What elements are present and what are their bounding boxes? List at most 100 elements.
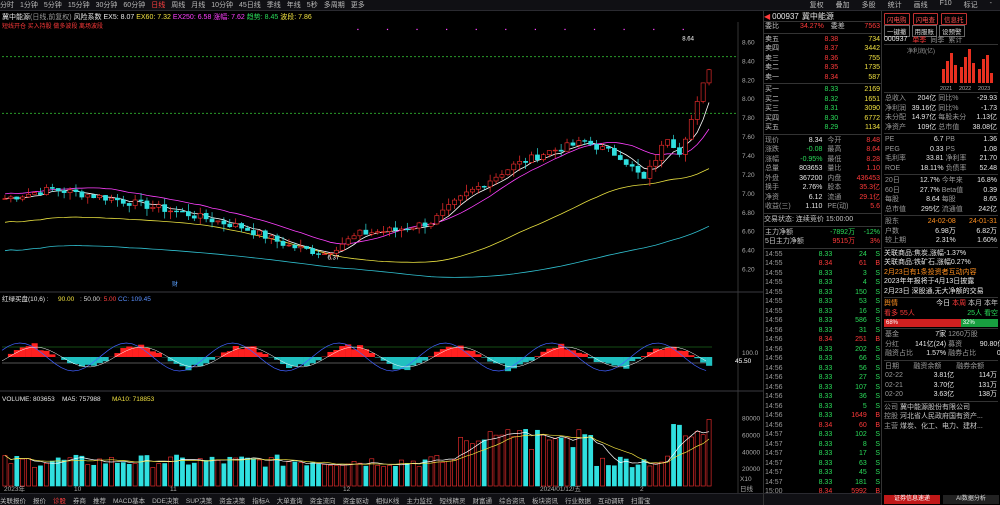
osc-bar xyxy=(694,357,701,359)
period-tab[interactable]: 15分钟 xyxy=(67,2,90,9)
news-item[interactable]: 关联商品:铁矿石,涨幅0.27% xyxy=(884,259,971,266)
period-tab[interactable]: 更多 xyxy=(350,2,365,9)
period-tab[interactable]: 10分钟 xyxy=(211,2,233,9)
candle-body xyxy=(168,210,173,213)
code-tab[interactable]: 同季 xyxy=(930,36,945,44)
code-tab[interactable]: 单季 xyxy=(912,36,927,44)
price-axis-label: 8.60 xyxy=(742,39,755,46)
toolbar-button[interactable]: 画线 xyxy=(913,2,928,9)
date-label: 2024/01/12/五 xyxy=(540,485,581,493)
bottom-tab[interactable]: 关联报价 xyxy=(0,497,26,505)
volume-bar xyxy=(168,456,173,487)
candle-body xyxy=(635,165,641,173)
news-list[interactable]: 关联商品:焦炭,涨幅-1.37% 关联商品:铁矿石,涨幅0.27% 2月23日有1条… xyxy=(884,249,998,297)
bottom-tab[interactable]: DDE决策 xyxy=(152,497,179,505)
tick-list[interactable]: 14:55 8.33 24 S 14:55 8.34 61 B 14:55 8.33 3 S 14:55… xyxy=(764,250,881,497)
osc-bar xyxy=(126,346,133,357)
period-tab[interactable]: 年线 xyxy=(286,2,301,9)
nav-prev-icon[interactable]: ◀ xyxy=(764,11,771,21)
period-tab[interactable]: 5分钟 xyxy=(43,2,62,9)
f10-action-button[interactable]: 设预警 xyxy=(939,25,965,37)
bottom-tab[interactable]: 短线精灵 xyxy=(439,497,466,505)
bottom-tab[interactable]: 行业数据 xyxy=(564,497,591,505)
bottom-tab[interactable]: 诊股 xyxy=(53,497,66,505)
bottom-tab[interactable]: 财富通 xyxy=(472,497,492,505)
news-item[interactable]: 2月23日有1条投资者互动内容 xyxy=(884,268,977,276)
period-tab[interactable]: 日线 xyxy=(151,2,166,9)
period-tab[interactable]: 多周期 xyxy=(323,2,345,9)
bottom-tab[interactable]: 资金驱动 xyxy=(342,497,369,505)
candle-body xyxy=(612,147,617,156)
f10-action-button[interactable]: 用服账 xyxy=(911,25,937,37)
sent-year-tab[interactable]: 本年 xyxy=(984,300,998,307)
toolbar-button[interactable]: 标记 xyxy=(963,2,978,9)
toolbar-button[interactable]: 多股 xyxy=(861,2,876,9)
tick-volume: 181 xyxy=(855,478,867,486)
bottom-tab[interactable]: 互动调研 xyxy=(597,497,624,505)
bottom-tab[interactable]: 推荐 xyxy=(93,497,106,505)
bottom-tab[interactable]: 指标A xyxy=(252,497,270,505)
chart-area[interactable]: 冀中能源(日线,前复权) 风险系数 EX5: 8.07 EX60: 7.32 E… xyxy=(0,11,763,493)
period-tab[interactable]: 分时 xyxy=(0,2,14,9)
toolbar-button[interactable]: 复权 xyxy=(809,2,824,9)
period-tab[interactable]: 周线 xyxy=(171,2,186,9)
toolbar-button[interactable]: 统计 xyxy=(887,2,902,9)
period-tab[interactable]: 1分钟 xyxy=(20,2,38,9)
bottom-tab[interactable]: 板块资讯 xyxy=(531,497,558,505)
f10-action-button[interactable]: 闪电查 xyxy=(912,13,938,25)
table-row: 买三 8.31 3090 xyxy=(764,104,881,114)
toolbar-button[interactable]: - xyxy=(989,0,992,7)
volume-bar xyxy=(570,447,576,487)
bottom-tab[interactable]: 报价 xyxy=(33,497,46,505)
quote-key: 流通 xyxy=(827,193,842,201)
ai-analysis-button[interactable]: AI数据分析 xyxy=(943,495,999,504)
candle-body xyxy=(434,215,440,225)
f10-value: 1.36 xyxy=(983,136,997,143)
news-item[interactable]: 关联商品:焦炭,涨幅-1.37% xyxy=(884,249,967,257)
f10-value: 21.70 xyxy=(979,155,997,162)
bottom-tab[interactable]: SUP决策 xyxy=(185,497,213,505)
signal-mark: ▪ xyxy=(505,27,507,33)
bottom-tab[interactable]: 资金流向 xyxy=(309,497,336,505)
osc-v2: : 50.00 xyxy=(80,296,100,303)
kline-chart[interactable]: ▪ ▪ ▪ ▪ ▪ ▪ ▪ ▪ ▪ ▪ ▪ ▪ 8.60 8.40 8.20 8.00 7.80 7.60 7.40… xyxy=(0,11,763,493)
sent-today-tab[interactable]: 今日 xyxy=(936,300,951,307)
f10-action-button[interactable]: 闪电购 xyxy=(884,13,910,25)
bottom-tab[interactable]: 券商 xyxy=(73,497,86,505)
sent-month-tab[interactable]: 本月 xyxy=(968,300,983,307)
sent-week-tab[interactable]: 本周 xyxy=(952,300,967,307)
f10-value: 0.39 xyxy=(983,186,997,194)
bottom-tab[interactable]: 扫雷宝 xyxy=(630,497,651,505)
bottom-tab[interactable]: MACD基本 xyxy=(113,497,146,505)
period-tab[interactable]: 45日线 xyxy=(239,2,261,9)
table-row: 卖一 8.34 587 xyxy=(764,73,881,83)
candle-body xyxy=(387,227,392,232)
news-flash-button[interactable]: 证券信息速递 xyxy=(884,495,940,504)
news-item[interactable]: 2023年年报将于4月13日披露 xyxy=(884,278,975,285)
period-tab[interactable]: 30分钟 xyxy=(95,2,118,9)
bottom-tab[interactable]: 相似K线 xyxy=(375,497,400,505)
bottom-tab[interactable]: 主力监控 xyxy=(406,497,433,505)
toolbar-button[interactable]: 叠加 xyxy=(835,2,850,9)
news-item[interactable]: 2月23日 深股通,无大净额的交易 xyxy=(884,287,984,295)
toolbar-button[interactable]: F10 xyxy=(939,0,952,7)
f10-action-button[interactable]: 信息托 xyxy=(941,13,967,25)
period-tab[interactable]: 季线 xyxy=(266,2,281,9)
code-tab[interactable]: 累计 xyxy=(948,36,963,44)
candle-body xyxy=(14,196,20,200)
f10-value: 1.13亿 xyxy=(976,114,997,121)
bottom-tab[interactable]: 综合资讯 xyxy=(498,497,525,505)
level-label: 买四 xyxy=(765,114,779,122)
bottom-tab[interactable]: 大单查询 xyxy=(276,497,303,505)
tick-price: 8.33 xyxy=(818,279,833,286)
f10-key: 毛利率 xyxy=(885,155,906,162)
period-tab[interactable]: 60分钟 xyxy=(123,2,146,9)
period-tab[interactable]: 月线 xyxy=(191,2,206,9)
period-tab[interactable]: 5秒 xyxy=(306,2,318,9)
volume-bar xyxy=(150,467,156,487)
candle-body xyxy=(339,243,345,251)
f10-value: -29.93 xyxy=(977,95,997,102)
candle-body xyxy=(197,213,203,219)
bottom-tab[interactable]: 资金决策 xyxy=(219,497,246,505)
f10-action-button[interactable]: 一键撤 xyxy=(884,25,910,37)
